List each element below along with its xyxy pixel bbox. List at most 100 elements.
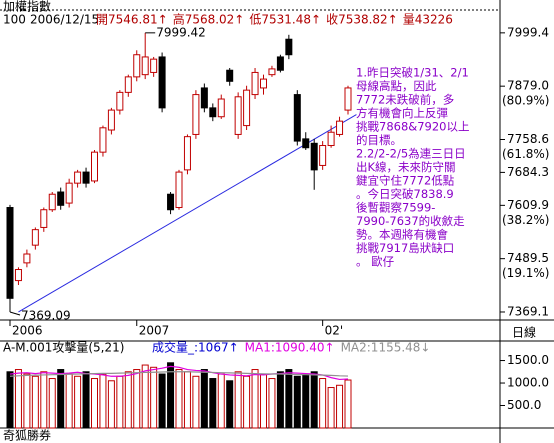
header-field: 高7568.02↑ [173, 12, 245, 27]
header-field: 收7538.82↑ [326, 13, 398, 27]
volume-bar [276, 371, 284, 429]
volume-bar [175, 369, 183, 429]
volume-bar [91, 378, 98, 429]
fib-label: (19.1%) [502, 266, 549, 280]
y-tick-label: 7879.0 [507, 79, 549, 93]
volume-bar [6, 371, 14, 429]
volume-bar [260, 373, 267, 429]
candle-body [209, 107, 217, 118]
candle-body [31, 229, 39, 246]
candle-body [183, 136, 191, 171]
readout: 成交量_:1067↑ [152, 340, 239, 355]
volume-bar [319, 378, 327, 429]
volume-bar [40, 371, 48, 429]
candle-body [344, 87, 352, 111]
candle-body [57, 191, 65, 206]
note-line: 出K線，未來防守關 [356, 160, 456, 174]
note-line: 1.昨日突破1/31、2/1 [356, 66, 469, 80]
title: 加權指數 [3, 0, 51, 14]
volume-bar [150, 366, 158, 429]
header-field: 量43226 [403, 13, 453, 27]
volume-bar [209, 378, 217, 429]
note-line: 後暫觀察7599- [356, 201, 435, 215]
candle-body [150, 58, 158, 73]
volume-bar [302, 373, 310, 429]
ma-line [9, 371, 349, 377]
volume-bar [344, 379, 352, 429]
y-tick-label: 1500.0 [507, 353, 549, 367]
note-line: 2.2/2-2/5為連三日日 [356, 147, 466, 161]
candle-body [48, 193, 56, 211]
fib-label: (61.8%) [502, 147, 549, 161]
candle-body [268, 68, 276, 76]
readout: MA2:1155.48↓ [341, 341, 431, 355]
candle-body [40, 209, 48, 228]
y-tick-label: 7684.3 [507, 165, 549, 179]
y-tick-label: 7489.5 [507, 251, 549, 265]
ma-line [9, 365, 349, 381]
header-field: 開7546.81↑ [96, 13, 168, 27]
candle-body [260, 78, 267, 89]
candle-body [133, 54, 141, 78]
volume-bar [310, 371, 318, 429]
volume-bar [116, 375, 124, 429]
note-line: 。 歐仔 [356, 255, 395, 269]
candle-body [226, 69, 234, 82]
candle-body [74, 171, 82, 184]
y-tick-label: 7758.6 [507, 132, 549, 146]
readout: MA1:1090.40↑ [245, 341, 335, 355]
candle-body [175, 171, 183, 209]
volume-bar [124, 371, 132, 429]
candle-body [200, 87, 208, 109]
volume-bar [200, 369, 208, 429]
note-line: 。今日突破7838.9 [356, 187, 454, 201]
volume-bar [251, 369, 259, 429]
candle-body [336, 120, 344, 135]
note-line: 挑戰7917島狀缺口 [356, 241, 454, 255]
candle-body [14, 269, 22, 282]
candle-body [65, 182, 73, 204]
y-tick-label: 500.0 [507, 398, 541, 412]
candle-body [91, 151, 98, 182]
candle-body [276, 56, 284, 71]
candle-body [192, 94, 200, 135]
volume-bar [327, 387, 335, 429]
volume-bar [31, 375, 39, 429]
annotation-leader [9, 311, 21, 316]
candle-body [285, 38, 293, 56]
candle-body [327, 131, 335, 147]
candle-body [293, 94, 301, 142]
volume-bar [158, 373, 166, 429]
volume-bar [74, 375, 82, 429]
candle-body [107, 109, 115, 131]
trendline [18, 114, 357, 313]
note-line: 7990-7637的收斂走 [356, 214, 465, 228]
volume-bar [107, 380, 115, 429]
candle-body [217, 98, 225, 118]
note-line: 7772未跌破前，多 [356, 93, 454, 107]
candle-body [251, 71, 259, 96]
candle-body [319, 145, 327, 166]
candle-body [23, 253, 31, 264]
volume-bar [23, 373, 31, 429]
volume-bar [234, 371, 242, 429]
volume-bar [226, 380, 234, 429]
annotation: 7369.09 [21, 308, 71, 322]
volume-bar [285, 369, 293, 429]
candle-body [302, 138, 310, 149]
candle-body [6, 207, 14, 299]
volume-bar [57, 369, 65, 429]
fib-label: (38.2%) [502, 213, 549, 227]
x-tick-label: 2007 [139, 324, 170, 338]
volume-bar [293, 375, 301, 429]
candle-body [167, 193, 175, 211]
volume-bar [268, 378, 276, 429]
volume-bar [82, 371, 90, 429]
y-tick-label: 7609.9 [507, 198, 549, 212]
volume-bar [65, 373, 73, 429]
period: 100 [3, 13, 26, 27]
annotation: 7999.42 [156, 25, 206, 39]
volume-bar [192, 375, 200, 429]
